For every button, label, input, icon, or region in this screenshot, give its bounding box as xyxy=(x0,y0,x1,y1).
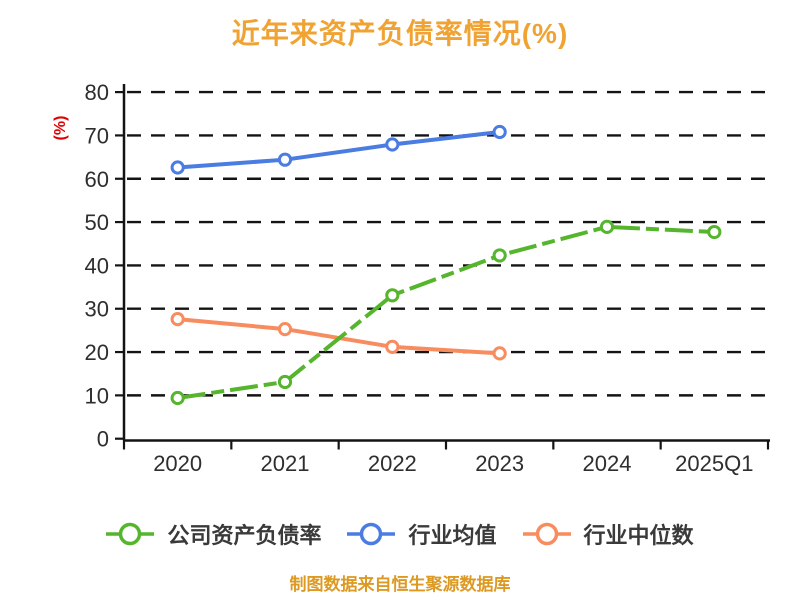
y-tick-label: 10 xyxy=(85,383,109,408)
legend-line-marker-icon xyxy=(522,522,571,546)
series-line-1 xyxy=(175,129,502,170)
y-tick-label: 60 xyxy=(85,167,109,192)
data-point-marker xyxy=(385,288,400,303)
data-point-marker xyxy=(170,160,185,175)
y-tick-label: 50 xyxy=(85,210,109,235)
x-tick-label: 2023 xyxy=(475,451,524,476)
data-point-marker xyxy=(277,152,293,167)
legend-item-industry-median: 行业中位数 xyxy=(522,518,694,550)
y-tick-label: 30 xyxy=(85,297,109,322)
data-point-marker xyxy=(170,390,185,406)
legend-line-marker-icon xyxy=(106,522,155,546)
legend-item-industry-mean: 行业均值 xyxy=(347,518,497,550)
data-point-marker xyxy=(170,312,185,327)
data-point-marker xyxy=(385,339,400,354)
legend-item-label: 行业中位数 xyxy=(583,523,694,548)
x-tick-label: 2020 xyxy=(153,451,202,476)
data-point-marker xyxy=(492,248,507,263)
y-tick-label: 70 xyxy=(85,123,109,148)
data-point-marker xyxy=(277,321,293,337)
y-tick-label: 0 xyxy=(97,427,109,452)
data-point-marker xyxy=(385,137,400,152)
y-tick-label: 20 xyxy=(85,340,109,365)
data-point-marker xyxy=(707,224,722,240)
data-point-marker xyxy=(492,124,507,140)
chart-title: 近年来资产负债率情况(%) xyxy=(231,18,569,49)
legend-item-label: 公司资产负债率 xyxy=(167,523,322,548)
data-point-marker xyxy=(277,374,293,390)
legend-item-company-ratio: 公司资产负债率 xyxy=(106,518,321,550)
series-line-0 xyxy=(177,224,715,400)
y-tick-label: 40 xyxy=(85,253,109,278)
legend-item-label: 行业均值 xyxy=(408,523,497,548)
x-tick-label: 2024 xyxy=(583,451,632,476)
x-tick-label: 2021 xyxy=(261,451,310,476)
y-tick-label: 80 xyxy=(85,80,109,105)
data-point-marker xyxy=(492,346,507,361)
legend-line-marker-icon xyxy=(347,522,396,546)
x-tick-label: 2022 xyxy=(368,451,417,476)
legend: 公司资产负债率 行业均值 行业中位数 xyxy=(0,518,800,550)
x-tick-label: 2025Q1 xyxy=(675,451,753,476)
source-note: 制图数据来自恒生聚源数据库 xyxy=(289,575,511,594)
data-point-marker xyxy=(599,219,615,234)
